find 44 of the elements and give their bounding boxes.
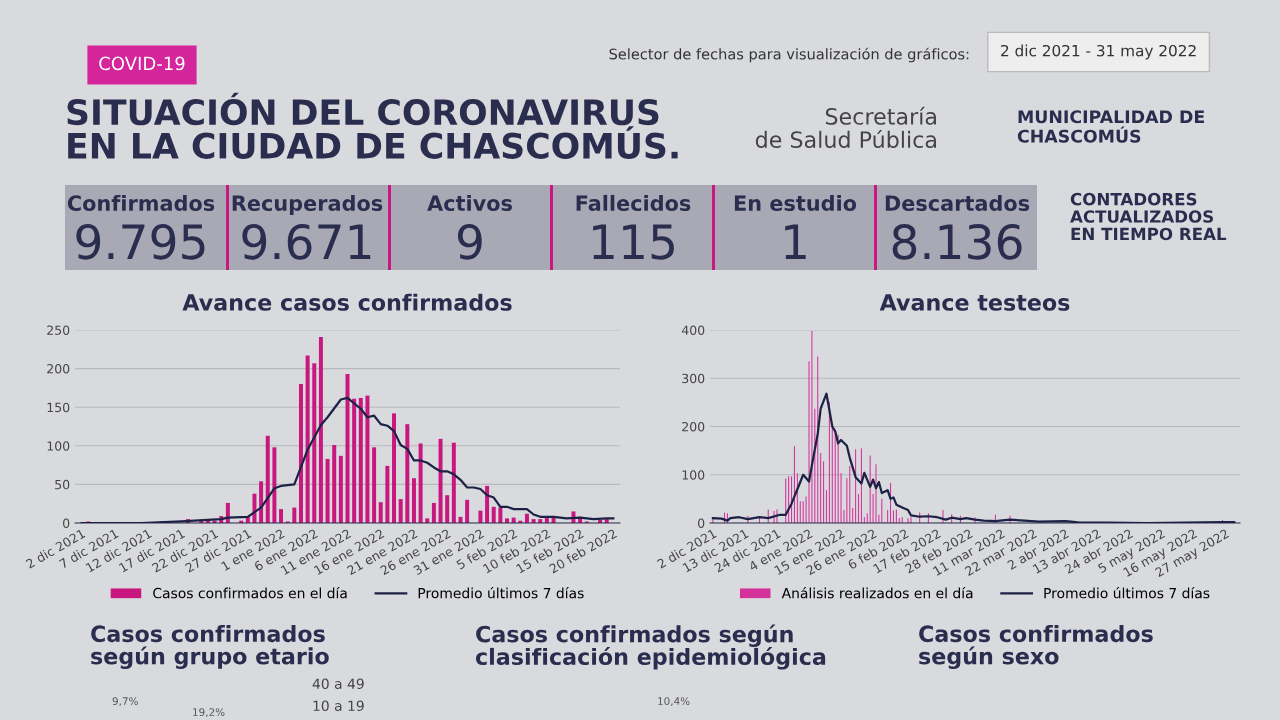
text: Recuperados [232,194,383,216]
text: 19,2% [193,708,225,718]
y-tick-label: 100 [47,441,70,451]
text: 2 dic 2021 - 31 may 2022 [1001,44,1196,60]
y-tick-label: 200 [47,364,70,374]
text: Casos confirmados según sexo [919,624,1153,670]
y-tick-label: 50 [55,479,70,490]
y-tick-label: 300 [682,373,705,384]
y-tick-label: 150 [47,402,70,413]
text: 115 [593,224,674,260]
text: 40 a 49 [312,678,364,690]
legend-label: Promedio últimos 7 días [1044,587,1210,599]
legend-label: Análisis realizados en el día [781,587,973,599]
text: 9 [457,223,482,260]
text: Casos confirmados según grupo etario [91,624,329,670]
text: 10 a 19 [313,700,364,712]
y-tick-label: 100 [682,470,705,480]
text: 9.795 [76,223,205,260]
y-tick-label: 400 [681,325,705,335]
legend-label: Casos confirmados en el día [153,587,347,599]
text: Confirmados [67,194,215,212]
text: 8.136 [892,223,1022,260]
text: CONTADORES ACTUALIZADOS EN TIEMPO REAL [1070,192,1227,241]
text: 10,4% [658,697,690,707]
y-tick-label: 0 [63,518,70,528]
text: 1 [785,224,806,260]
chart-title: Avance testeos [879,294,1070,311]
legend-label: Promedio últimos 7 días [418,587,584,599]
text: Casos confirmados según clasificación epidemiológica [475,624,826,670]
y-tick-label: 200 [682,421,705,432]
text: 9,7% [112,697,138,707]
text: SITUACIÓN DEL CORONAVIRUS EN LA CIUDAD DE CHASCOMÚS. [67,92,678,159]
chart-title: Avance casos confirmados [182,293,512,311]
text: COVID-19 [99,56,185,71]
text: 9.671 [242,223,371,260]
y-tick-label: 0 [698,518,705,528]
text: Fallecidos [576,194,691,212]
text: Descartados [885,194,1030,212]
text: MUNICIPALIDAD DE CHASCOMÚS [1017,110,1204,143]
text: En estudio [734,194,857,212]
text: Selector de fechas para visualización de gráficos: [609,47,969,63]
text: Secretaría de Salud Pública [755,106,936,149]
y-tick-label: 250 [47,325,70,335]
text: Activos [427,194,512,212]
